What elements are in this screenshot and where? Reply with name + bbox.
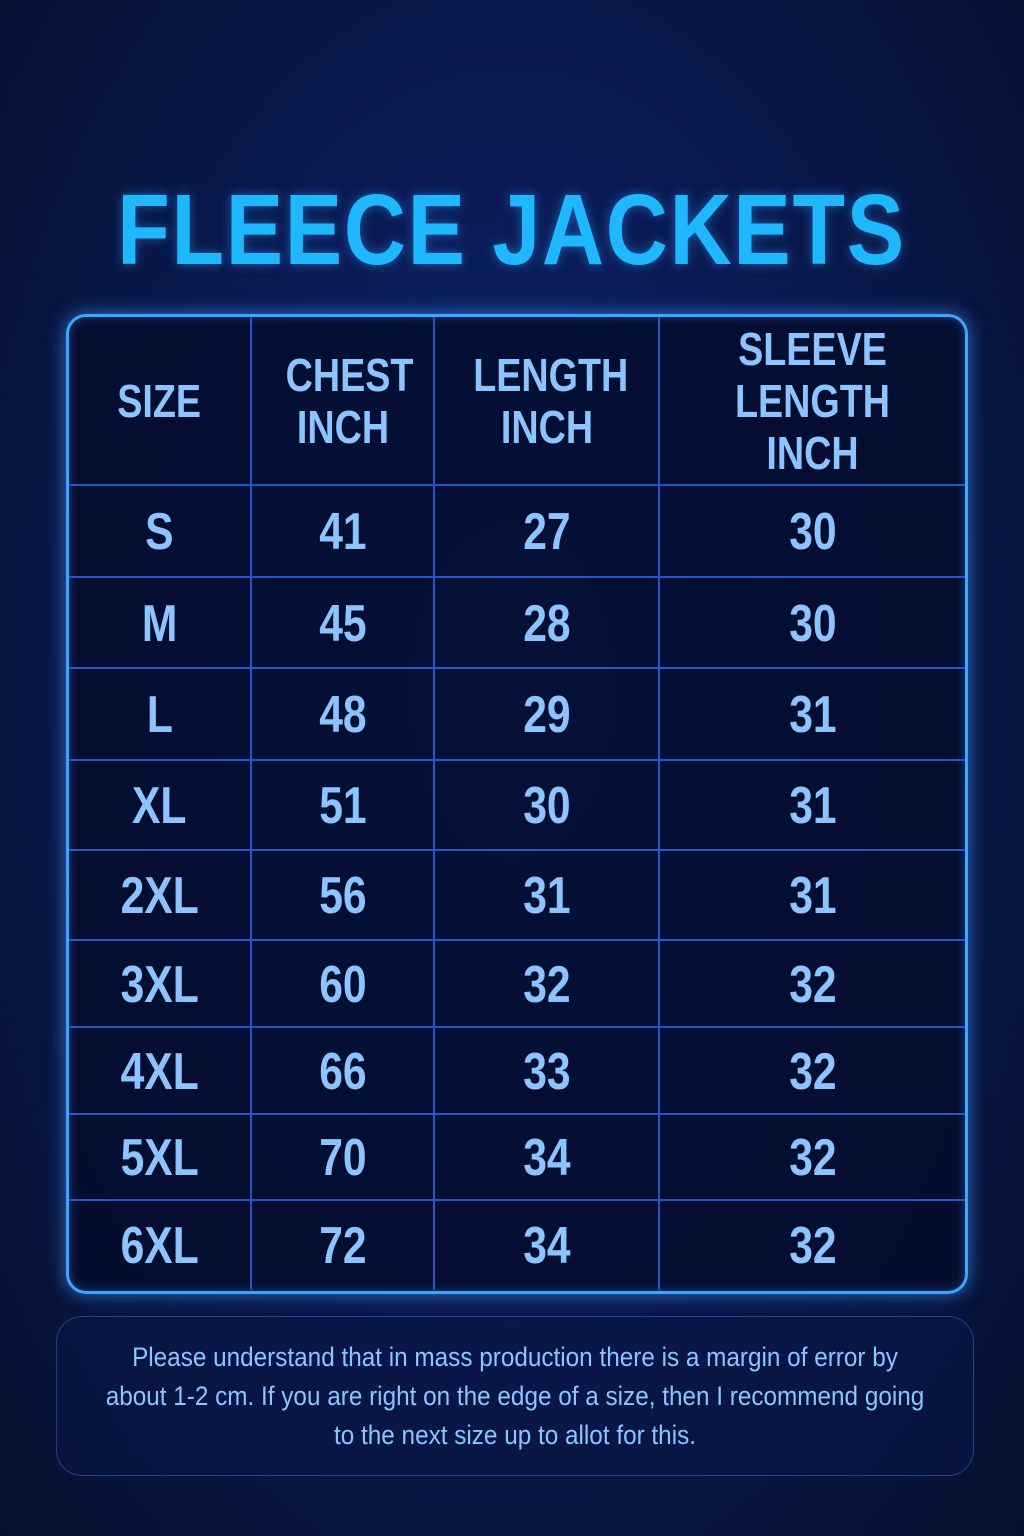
sleeve-cell: 31 bbox=[658, 669, 965, 761]
chest-cell: 60 bbox=[250, 941, 433, 1028]
chest-cell: 48 bbox=[250, 669, 433, 761]
header-size: SIZE bbox=[117, 375, 202, 427]
size-cell: 5XL bbox=[120, 1129, 199, 1187]
table-row: S 41 27 30 bbox=[69, 484, 965, 578]
chest-cell: 56 bbox=[250, 851, 433, 941]
sleeve-cell: 32 bbox=[658, 941, 965, 1028]
size-cell: S bbox=[145, 503, 174, 561]
table-row: 3XL 60 32 32 bbox=[69, 939, 965, 1028]
sleeve-cell: 32 bbox=[658, 1201, 965, 1290]
chest-cell: 72 bbox=[250, 1201, 433, 1290]
chest-cell: 45 bbox=[250, 578, 433, 669]
size-cell: L bbox=[146, 686, 173, 744]
disclaimer-note: Please understand that in mass productio… bbox=[56, 1316, 974, 1476]
length-cell: 27 bbox=[433, 486, 658, 578]
sleeve-cell: 30 bbox=[658, 486, 965, 578]
header-length: LENGTH INCH bbox=[433, 317, 658, 485]
length-cell: 30 bbox=[433, 761, 658, 851]
size-cell: 3XL bbox=[120, 955, 199, 1014]
size-cell: 2XL bbox=[120, 867, 199, 925]
table-row: 6XL 72 34 32 bbox=[69, 1199, 965, 1290]
size-table: SIZE CHEST INCH LENGTH INCH SLEEVE LENGT… bbox=[66, 314, 968, 1294]
title-line-2: FLEECE JACKETS bbox=[117, 174, 907, 286]
table-row: 5XL 70 34 32 bbox=[69, 1113, 965, 1201]
sleeve-cell: 31 bbox=[658, 851, 965, 941]
sleeve-cell: 30 bbox=[658, 578, 965, 669]
size-cell: XL bbox=[132, 777, 187, 835]
length-cell: 31 bbox=[433, 851, 658, 941]
table-row: XL 51 30 31 bbox=[69, 759, 965, 851]
sleeve-cell: 32 bbox=[658, 1115, 965, 1201]
header-sleeve: SLEEVE LENGTH INCH bbox=[658, 317, 965, 485]
title-line-1: EXCLUSIVE GCLC bbox=[0, 62, 1024, 172]
chest-cell: 66 bbox=[250, 1028, 433, 1115]
chest-cell: 70 bbox=[250, 1115, 433, 1201]
length-cell: 33 bbox=[433, 1028, 658, 1115]
sleeve-cell: 32 bbox=[658, 1028, 965, 1115]
chest-cell: 51 bbox=[250, 761, 433, 851]
length-cell: 34 bbox=[433, 1115, 658, 1201]
chest-cell: 41 bbox=[250, 486, 433, 578]
table-header-row: SIZE CHEST INCH LENGTH INCH SLEEVE LENGT… bbox=[69, 317, 965, 485]
size-cell: 6XL bbox=[120, 1216, 199, 1275]
length-cell: 32 bbox=[433, 941, 658, 1028]
table-row: 2XL 56 31 31 bbox=[69, 849, 965, 941]
length-cell: 28 bbox=[433, 578, 658, 669]
table-row: L 48 29 31 bbox=[69, 667, 965, 761]
size-cell: M bbox=[141, 594, 178, 653]
table-row: 4XL 66 33 32 bbox=[69, 1026, 965, 1115]
table-row: M 45 28 30 bbox=[69, 576, 965, 669]
length-cell: 34 bbox=[433, 1201, 658, 1290]
length-cell: 29 bbox=[433, 669, 658, 761]
header-chest: CHEST INCH bbox=[250, 317, 433, 485]
size-cell: 4XL bbox=[120, 1042, 199, 1101]
sleeve-cell: 31 bbox=[658, 761, 965, 851]
